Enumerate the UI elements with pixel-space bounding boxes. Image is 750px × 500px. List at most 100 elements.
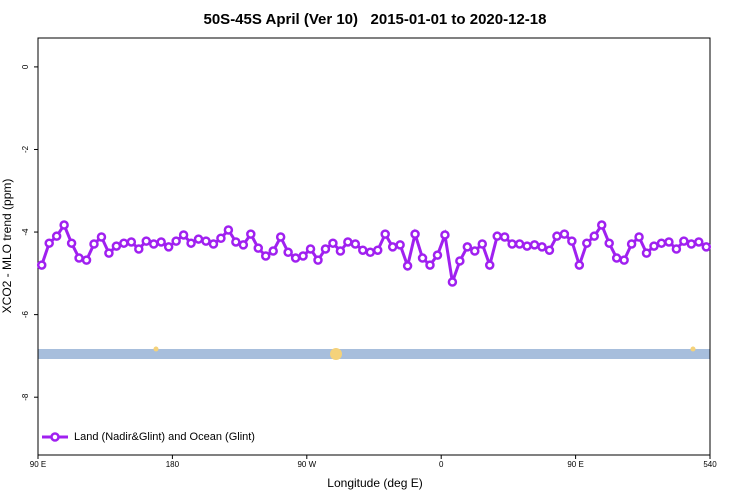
data-point bbox=[619, 255, 629, 265]
data-point bbox=[514, 239, 525, 249]
data-point bbox=[320, 244, 331, 254]
data-point bbox=[671, 244, 682, 254]
data-point bbox=[275, 232, 286, 242]
data-point bbox=[178, 230, 189, 240]
data-point bbox=[96, 232, 107, 242]
data-point bbox=[260, 251, 271, 261]
data-point bbox=[186, 238, 196, 248]
data-point bbox=[313, 255, 323, 265]
data-point bbox=[328, 238, 338, 248]
y-tick-label: -6 bbox=[21, 311, 30, 319]
data-point bbox=[552, 231, 562, 241]
data-point bbox=[701, 242, 712, 252]
data-point bbox=[477, 239, 488, 249]
data-point bbox=[163, 242, 174, 252]
data-point bbox=[36, 260, 47, 270]
data-point bbox=[567, 236, 577, 246]
land-ocean-strip bbox=[38, 349, 710, 359]
data-point bbox=[305, 244, 316, 254]
data-point bbox=[596, 220, 607, 230]
data-point bbox=[156, 237, 166, 247]
data-point bbox=[350, 239, 361, 249]
data-point bbox=[216, 233, 226, 243]
data-point bbox=[402, 261, 413, 271]
y-tick-label: -4 bbox=[21, 228, 30, 236]
data-point bbox=[66, 238, 77, 248]
chart-title: 50S-45S April (Ver 10) 2015-01-01 to 202… bbox=[204, 11, 547, 28]
data-point bbox=[298, 251, 308, 261]
data-point bbox=[44, 238, 54, 248]
data-point bbox=[141, 236, 152, 246]
data-point bbox=[231, 237, 241, 247]
data-point bbox=[290, 253, 301, 263]
data-point bbox=[679, 236, 689, 246]
land-blob bbox=[153, 346, 159, 352]
data-point bbox=[529, 240, 540, 250]
x-tick-label: 180 bbox=[166, 460, 180, 469]
data-point bbox=[193, 234, 204, 244]
data-point bbox=[589, 231, 600, 241]
data-point bbox=[432, 250, 443, 260]
data-point bbox=[470, 246, 480, 256]
data-point bbox=[634, 232, 644, 242]
x-tick-label: 540 bbox=[703, 460, 717, 469]
data-point bbox=[119, 238, 129, 248]
data-point bbox=[104, 248, 114, 258]
y-tick-label: -2 bbox=[21, 145, 30, 153]
data-point bbox=[81, 255, 92, 265]
data-point bbox=[492, 231, 502, 241]
x-axis-label: Longitude (deg E) bbox=[327, 476, 422, 490]
legend-label: Land (Nadir&Glint) and Ocean (Glint) bbox=[74, 431, 255, 443]
data-point bbox=[111, 241, 122, 251]
data-point bbox=[380, 229, 390, 239]
data-point bbox=[641, 248, 652, 258]
data-point bbox=[343, 237, 353, 247]
data-point bbox=[604, 238, 614, 248]
x-tick-label: 90 E bbox=[30, 460, 46, 469]
data-point bbox=[649, 241, 659, 251]
data-point bbox=[89, 239, 99, 249]
data-point bbox=[447, 277, 458, 287]
data-point bbox=[686, 239, 697, 249]
data-point bbox=[611, 253, 622, 263]
land-blob bbox=[330, 348, 342, 360]
data-point bbox=[253, 243, 264, 253]
data-point bbox=[387, 242, 398, 252]
data-point bbox=[537, 242, 547, 252]
land-blob bbox=[690, 346, 696, 352]
data-point bbox=[440, 230, 450, 240]
data-point bbox=[559, 229, 570, 239]
data-point bbox=[208, 239, 219, 249]
data-point bbox=[372, 245, 383, 255]
data-point bbox=[335, 246, 346, 256]
data-point bbox=[148, 239, 159, 249]
data-point bbox=[51, 231, 62, 241]
y-axis-label: XCO2 - MLO trend (ppm) bbox=[0, 179, 14, 314]
data-point bbox=[417, 253, 428, 263]
data-point bbox=[522, 241, 532, 251]
legend-marker bbox=[50, 432, 60, 442]
data-point bbox=[283, 247, 293, 258]
data-point bbox=[238, 240, 249, 250]
x-tick-label: 90 E bbox=[567, 460, 583, 469]
data-point bbox=[484, 260, 495, 270]
data-point bbox=[656, 238, 667, 248]
data-point bbox=[462, 242, 473, 252]
data-point bbox=[499, 232, 510, 242]
data-point bbox=[574, 260, 585, 270]
data-point bbox=[582, 238, 592, 248]
data-point bbox=[358, 245, 368, 255]
y-tick-label: 0 bbox=[21, 64, 30, 69]
data-point bbox=[694, 237, 704, 247]
data-point bbox=[223, 225, 234, 235]
data-point bbox=[507, 239, 517, 249]
data-point bbox=[395, 240, 405, 250]
y-tick-label: -8 bbox=[21, 393, 30, 401]
x-tick-label: 0 bbox=[439, 460, 444, 469]
data-point bbox=[246, 229, 256, 239]
data-point bbox=[126, 237, 137, 247]
data-point bbox=[365, 247, 376, 258]
data-point bbox=[626, 239, 637, 249]
data-point bbox=[664, 237, 674, 247]
